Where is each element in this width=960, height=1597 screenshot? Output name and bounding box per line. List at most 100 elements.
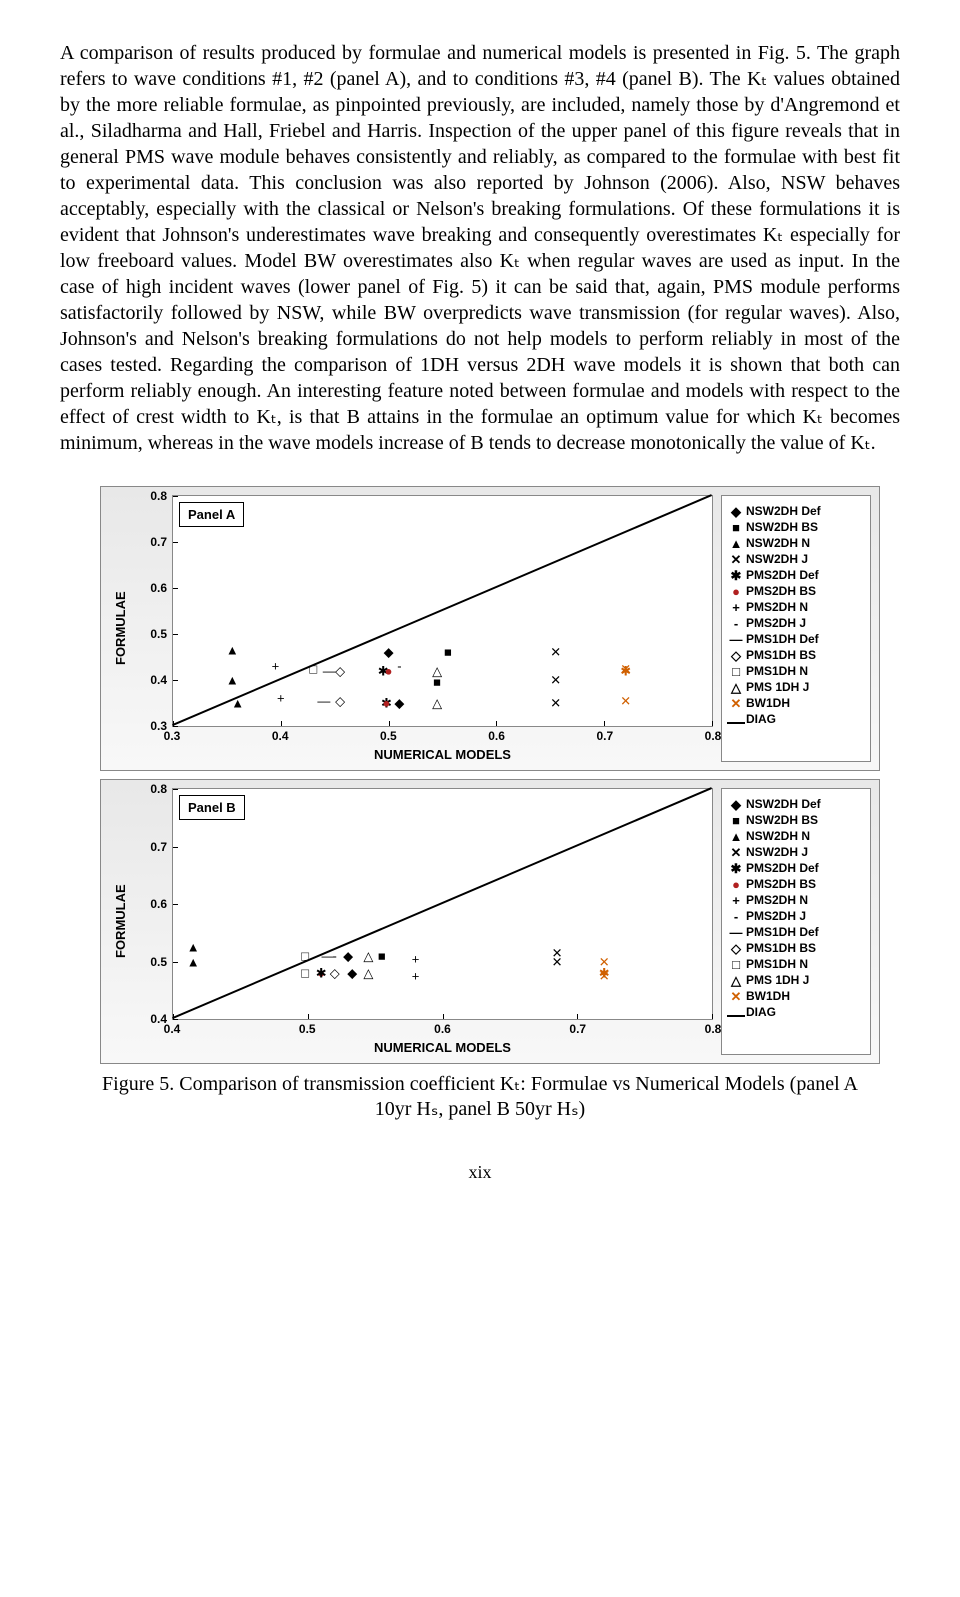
panel-b-label: Panel B [179,795,245,820]
data-point: ▲ [226,674,239,687]
chart-panel-b: FORMULAE Panel B 0.40.50.60.70.8 ▲▲□□●✱—… [100,779,880,1064]
data-point: ✕ [550,674,561,687]
legend-marker-icon: ✕ [726,553,746,566]
legend-marker-icon: - [726,617,746,630]
legend-label: PMS1DH N [746,664,808,678]
legend-item: +PMS2DH N [726,893,866,907]
plot-area-b: Panel B 0.40.50.60.70.8 ▲▲□□●✱—◇-◆◆△△■++… [172,788,713,1020]
legend-label: BW1DH [746,696,790,710]
data-point: ■ [444,646,452,659]
legend-item: +PMS2DH N [726,600,866,614]
page-number: xix [60,1162,900,1183]
legend-label: PMS2DH N [746,893,808,907]
legend-marker-icon: ◇ [726,649,746,662]
legend-marker-icon: — [726,633,746,646]
legend-label: PMS1DH BS [746,648,816,662]
legend-label: NSW2DH BS [746,520,818,534]
legend-label: NSW2DH N [746,829,810,843]
legend-label: NSW2DH N [746,536,810,550]
data-point: + [412,952,420,965]
legend-item: ✕BW1DH [726,696,866,710]
legend-marker-icon: + [726,894,746,907]
legend-label: PMS 1DH J [746,680,809,694]
legend-item: -PMS2DH J [726,909,866,923]
legend-item: —PMS1DH Def [726,925,866,939]
data-point: ▲ [187,941,200,954]
legend-marker-icon: ■ [726,814,746,827]
data-point: ■ [378,949,386,962]
legend-marker-icon: ✕ [726,697,746,710]
legend-label: PMS2DH Def [746,568,819,582]
legend-marker-icon: ◆ [726,798,746,811]
legend-item: DIAG [726,712,866,726]
xlabel-a: NUMERICAL MODELS [132,745,713,762]
xlabel-b: NUMERICAL MODELS [132,1038,713,1055]
legend-item: △PMS 1DH J [726,973,866,987]
data-point: ◆ [384,646,394,659]
legend-item: ■NSW2DH BS [726,813,866,827]
data-point: ▲ [226,644,239,657]
data-point: □ [309,662,317,675]
legend-b: ◆NSW2DH Def■NSW2DH BS▲NSW2DH N✕NSW2DH J✱… [721,788,871,1055]
data-point: ● [385,664,393,677]
legend-item: □PMS1DH N [726,664,866,678]
data-point: + [412,969,420,982]
legend-label: NSW2DH Def [746,797,821,811]
chart-panel-a: FORMULAE Panel A 0.30.40.50.60.70.8 ▲▲▲+… [100,486,880,771]
data-point: ▲ [187,955,200,968]
legend-label: NSW2DH Def [746,504,821,518]
diagonal-line [172,787,712,1019]
legend-marker-icon: + [726,601,746,614]
data-point: ◇ [335,664,345,677]
data-point: ✕ [599,969,610,982]
data-point: □ [301,967,309,980]
panel-a-label: Panel A [179,502,244,527]
body-paragraph: A comparison of results produced by form… [60,40,900,456]
data-point: ✱ [316,967,327,980]
data-point: △ [432,697,442,710]
legend-label: NSW2DH J [746,845,808,859]
legend-label: NSW2DH BS [746,813,818,827]
ylabel-a: FORMULAE [109,495,132,762]
legend-label: NSW2DH J [746,552,808,566]
legend-item: ✱PMS2DH Def [726,568,866,582]
legend-label: PMS1DH N [746,957,808,971]
legend-marker-icon: ▲ [726,830,746,843]
legend-marker-icon: ▲ [726,537,746,550]
legend-item: DIAG [726,1005,866,1019]
data-point: ■ [433,676,441,689]
legend-marker-icon: ● [726,878,746,891]
legend-item: ◇PMS1DH BS [726,941,866,955]
legend-label: PMS 1DH J [746,973,809,987]
legend-marker-icon: ✱ [726,569,746,582]
data-point: ✕ [550,697,561,710]
data-point: - [333,949,337,962]
legend-label: PMS2DH BS [746,877,816,891]
legend-marker-icon: ✕ [726,990,746,1003]
data-point: ✕ [550,646,561,659]
legend-item: ▲NSW2DH N [726,536,866,550]
legend-item: ◆NSW2DH Def [726,797,866,811]
legend-label: PMS1DH Def [746,925,819,939]
legend-item: △PMS 1DH J [726,680,866,694]
legend-label: PMS1DH Def [746,632,819,646]
legend-label: PMS2DH J [746,909,806,923]
data-point: ✱ [620,664,631,677]
data-point: — [323,664,336,677]
legend-item: ✕NSW2DH J [726,552,866,566]
data-point: ◆ [343,949,353,962]
legend-item: ◇PMS1DH BS [726,648,866,662]
legend-label: DIAG [746,712,776,726]
data-point: ◇ [335,694,345,707]
legend-item: -PMS2DH J [726,616,866,630]
legend-item: □PMS1DH N [726,957,866,971]
legend-a: ◆NSW2DH Def■NSW2DH BS▲NSW2DH N✕NSW2DH J✱… [721,495,871,762]
legend-item: ●PMS2DH BS [726,877,866,891]
figure-caption: Figure 5. Comparison of transmission coe… [100,1072,860,1122]
data-point: ✕ [620,694,631,707]
legend-marker-icon: ◆ [726,505,746,518]
legend-marker-icon [726,713,746,726]
plot-area-a: Panel A 0.30.40.50.60.70.8 ▲▲▲++□—◇◇—✱●✱… [172,495,713,727]
data-point: + [277,692,285,705]
data-point: — [317,694,330,707]
